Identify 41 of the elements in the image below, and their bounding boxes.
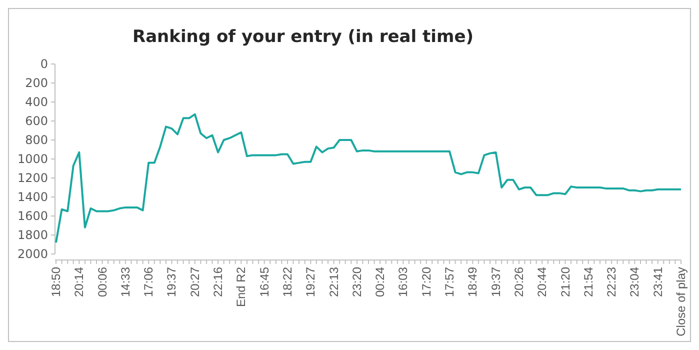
x-tick-label: 17:06: [142, 266, 156, 298]
x-tick-label: 22:16: [211, 266, 226, 298]
x-tick-label: 17:57: [442, 266, 457, 298]
y-tick-label: 200: [25, 76, 48, 90]
x-tick-label: 22:13: [326, 266, 341, 298]
x-tick-label: 19:27: [304, 266, 318, 298]
x-tick-label: 21:54: [581, 266, 596, 298]
y-tick-label: 800: [25, 133, 48, 148]
x-tick-label: 19:37: [164, 266, 179, 298]
y-tick-label: 600: [25, 114, 48, 128]
x-tick-label: 19:37: [488, 266, 503, 298]
y-tick-label: 400: [25, 95, 48, 110]
y-tick-label: 1000: [17, 152, 48, 166]
x-tick-label: 21:20: [558, 266, 572, 298]
y-tick-label: 0: [40, 57, 48, 72]
x-tick-label: 16:03: [396, 266, 410, 298]
x-tick-label: Close of play: [674, 267, 688, 336]
x-tick-label: 23:04: [628, 266, 642, 298]
x-tick-label: 18:22: [280, 266, 294, 298]
y-tick-label: 1600: [17, 209, 48, 224]
chart-title: Ranking of your entry (in real time): [132, 27, 474, 47]
x-tick-label: 23:41: [650, 266, 665, 298]
x-tick-label: 22:23: [604, 266, 619, 298]
y-tick-label: 2000: [17, 247, 48, 262]
x-tick-label: 17:20: [419, 266, 434, 298]
x-tick-label: 20:14: [72, 266, 86, 298]
x-tick-label: 18:50: [49, 266, 63, 298]
x-tick-label: 20:27: [188, 266, 202, 298]
x-tick-label: 20:26: [512, 266, 526, 298]
x-tick-label: End R2: [234, 266, 248, 308]
x-tick-label: 00:24: [373, 266, 388, 298]
x-tick-label: 16:45: [257, 266, 272, 298]
x-tick-label: 14:33: [118, 266, 132, 298]
line-series: [55, 113, 682, 244]
x-tick-label: 23:20: [350, 266, 364, 298]
x-tick-label: 20:44: [535, 266, 550, 298]
x-tick-label: 00:06: [95, 266, 110, 298]
y-tick-label: 1200: [17, 171, 48, 186]
x-tick-label: 18:49: [466, 266, 480, 298]
y-tick-label: 1400: [17, 190, 48, 204]
y-tick-label: 1800: [17, 228, 48, 242]
